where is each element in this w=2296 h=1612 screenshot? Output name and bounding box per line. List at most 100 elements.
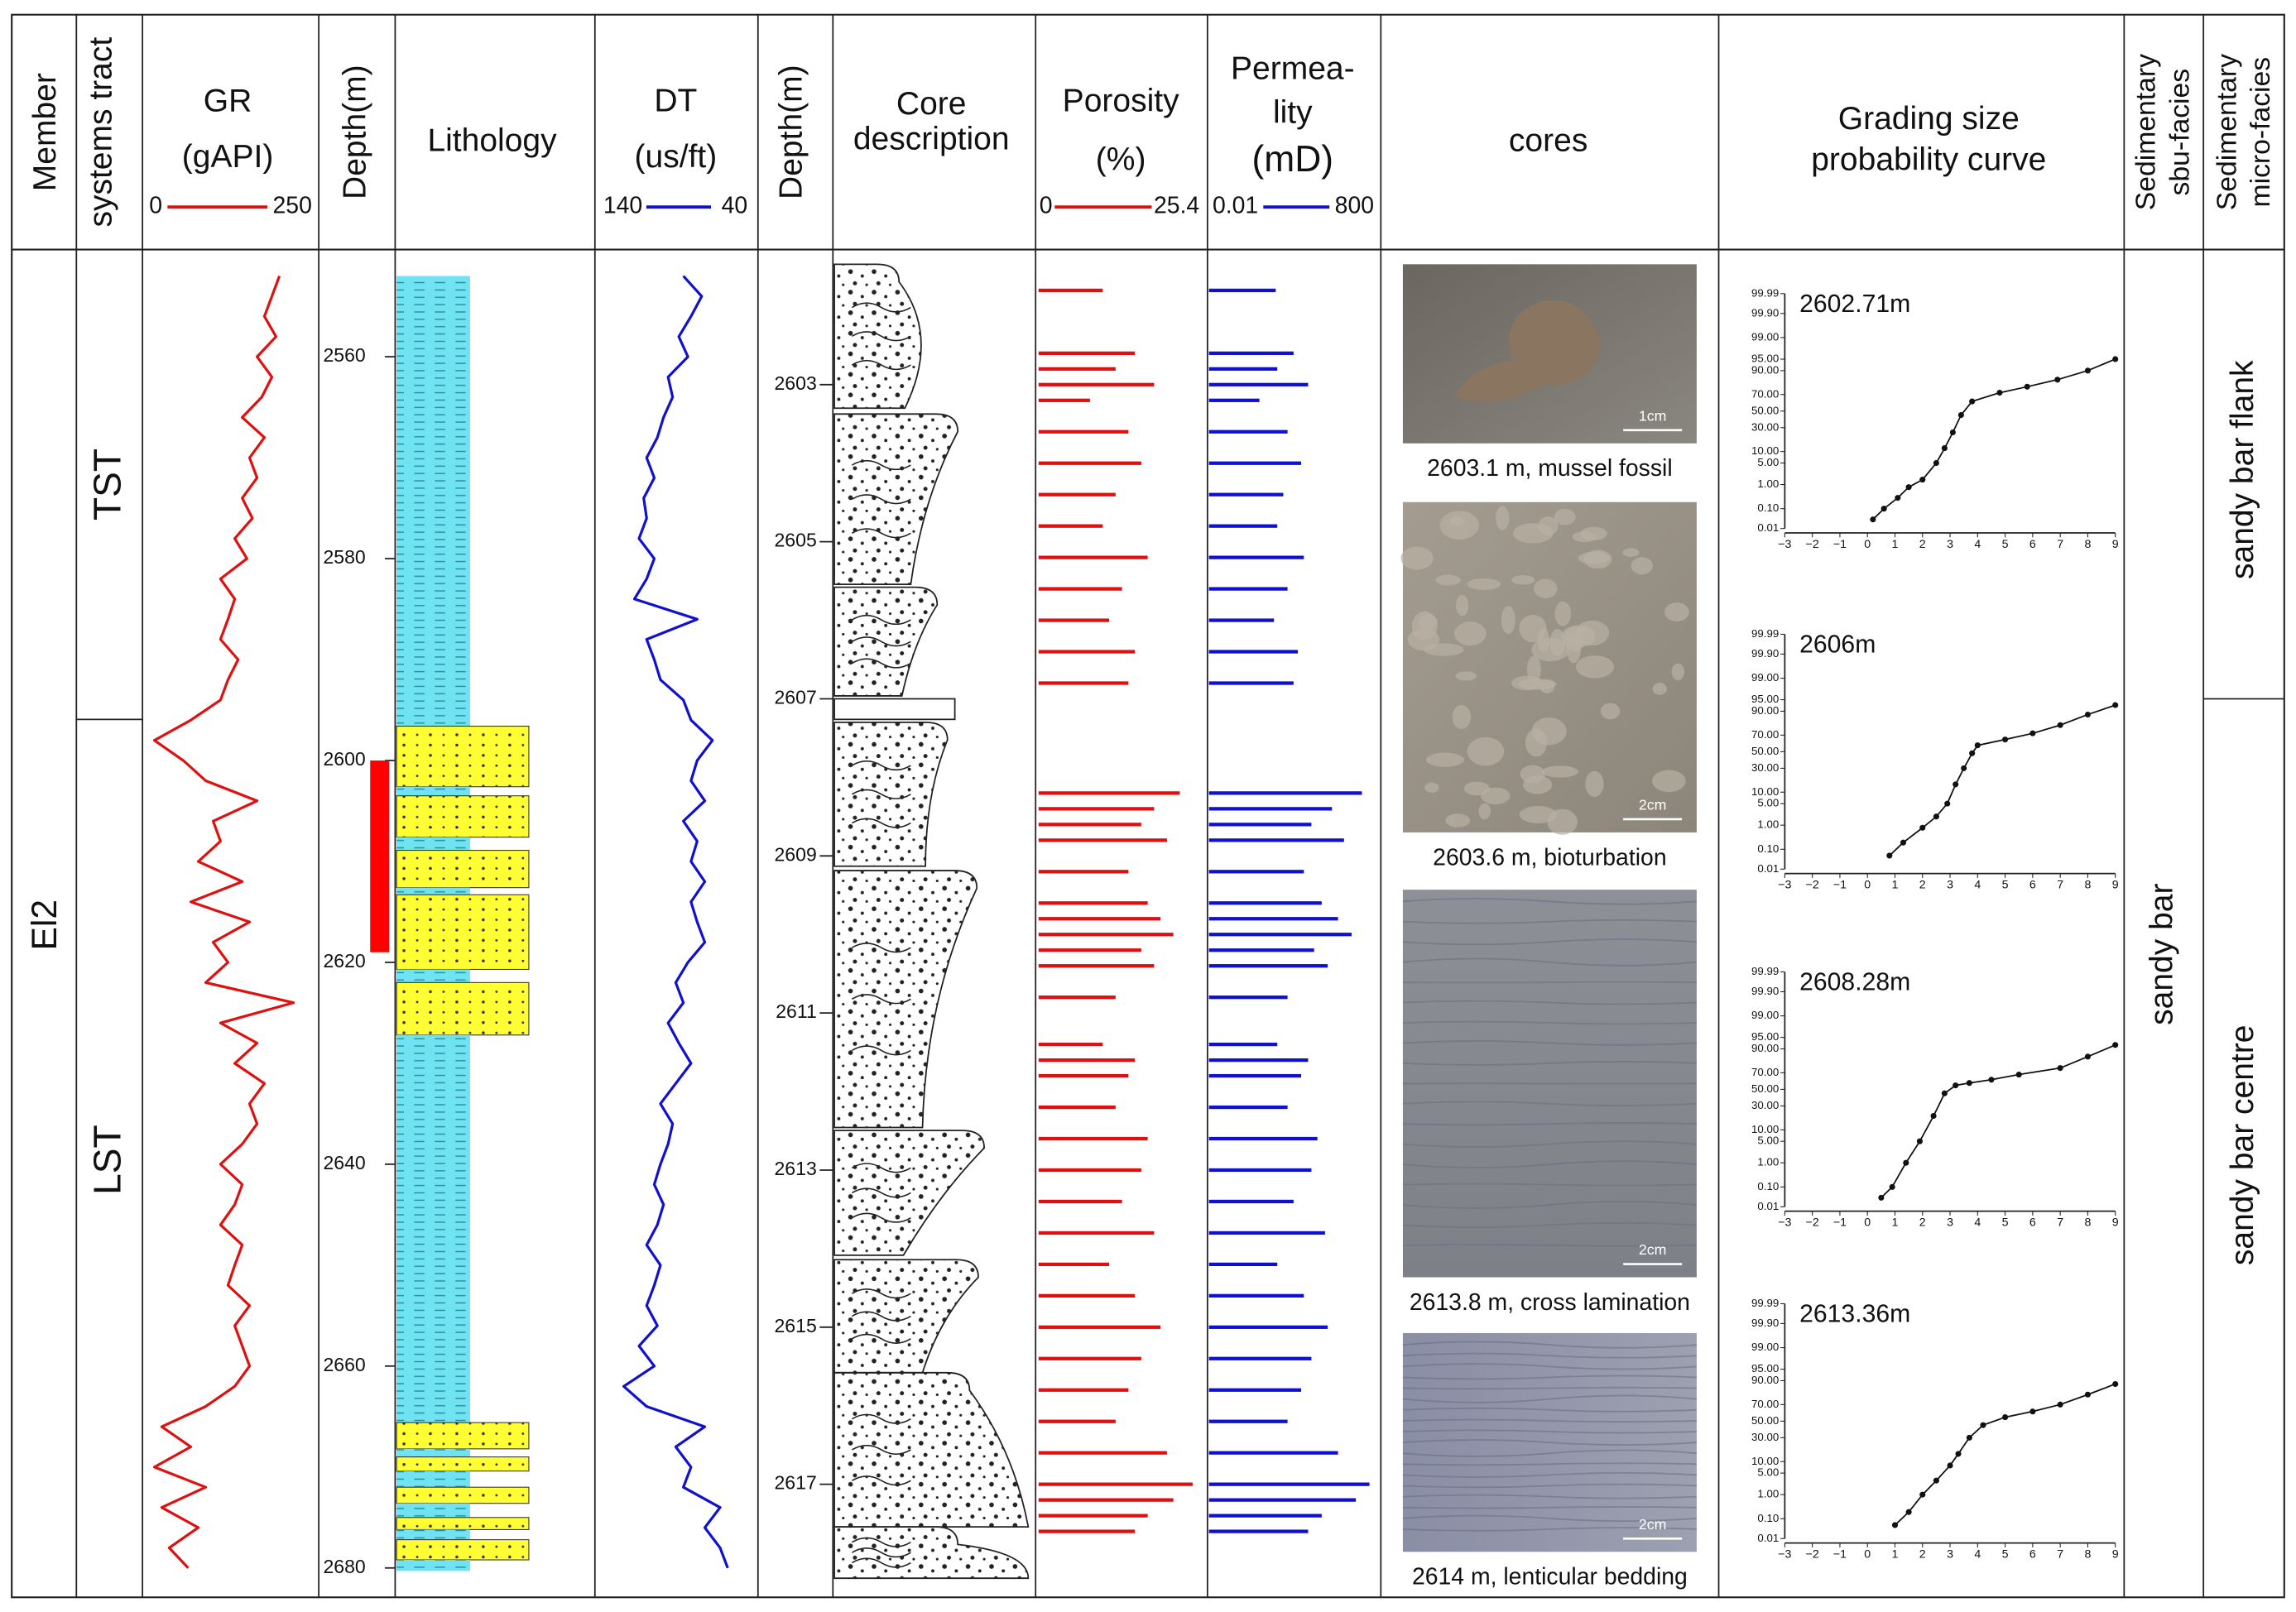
photo-caption: 2603.6 m, bioturbation bbox=[1433, 844, 1666, 871]
mottle bbox=[1572, 530, 1597, 543]
mottle bbox=[1411, 611, 1438, 641]
y-tick-label: 1.00 bbox=[1757, 818, 1779, 831]
x-tick-label: 8 bbox=[2084, 538, 2091, 551]
permeability-bar bbox=[1208, 429, 1288, 434]
probability-point bbox=[1947, 1462, 1953, 1469]
mottle bbox=[1600, 703, 1621, 720]
porosity-bar bbox=[1038, 791, 1180, 795]
porosity-bar bbox=[1038, 996, 1116, 1000]
lamina bbox=[1402, 1483, 1697, 1489]
core-ripple bbox=[851, 614, 911, 626]
lithology-texture bbox=[396, 1034, 470, 1423]
core-unit bbox=[833, 1259, 979, 1374]
y-tick-label: 90.00 bbox=[1751, 363, 1779, 376]
probability-point bbox=[2084, 1391, 2091, 1398]
porosity-bar bbox=[1038, 288, 1103, 293]
probability-point bbox=[2029, 730, 2036, 736]
gr-curve bbox=[152, 275, 295, 1569]
core-ripple bbox=[851, 1163, 911, 1173]
mottle bbox=[1652, 683, 1667, 695]
mottle bbox=[1671, 663, 1685, 681]
dt-curve bbox=[622, 275, 729, 1569]
y-tick-label: 50.00 bbox=[1751, 745, 1779, 757]
scale-bar-label: 2cm bbox=[1639, 797, 1667, 813]
core-ripple bbox=[851, 636, 911, 647]
permeability-bar bbox=[1208, 791, 1362, 795]
lamina bbox=[1402, 1449, 1697, 1457]
porosity-bar bbox=[1038, 1073, 1129, 1078]
y-tick-label: 5.00 bbox=[1757, 1466, 1779, 1479]
core-unit bbox=[833, 1526, 1030, 1580]
core-photo bbox=[1402, 501, 1697, 832]
probability-point bbox=[1969, 398, 1976, 405]
core-depth-tick-label: 2605 bbox=[774, 530, 816, 551]
core-ripple bbox=[851, 1311, 911, 1322]
permeability-title: lity bbox=[1273, 95, 1313, 131]
y-tick-label: 30.00 bbox=[1751, 1099, 1779, 1111]
x-tick-label: 0 bbox=[1864, 538, 1871, 551]
core-ripple bbox=[851, 818, 911, 828]
frame bbox=[11, 13, 2285, 1599]
probability-point bbox=[1996, 389, 2003, 396]
probability-point bbox=[2084, 367, 2091, 374]
y-tick-label: 90.00 bbox=[1751, 704, 1779, 717]
mottle bbox=[1450, 516, 1465, 526]
permeability-bar bbox=[1208, 948, 1314, 952]
y-tick-label: 30.00 bbox=[1751, 1431, 1779, 1443]
permeability-bar bbox=[1208, 870, 1304, 874]
mottle bbox=[1425, 752, 1464, 767]
cored-interval bbox=[370, 760, 390, 952]
y-tick-label: 0.01 bbox=[1757, 862, 1779, 875]
mottle bbox=[1456, 594, 1469, 616]
x-tick-label: 3 bbox=[1947, 1216, 1953, 1230]
plot-title: 2608.28m bbox=[1799, 969, 1910, 996]
probability-curve bbox=[1872, 358, 2116, 521]
scale-min: 0 bbox=[1040, 193, 1053, 219]
porosity-bar bbox=[1038, 1042, 1103, 1047]
core-ripple bbox=[851, 459, 911, 471]
permeability-bar bbox=[1208, 492, 1284, 497]
sub-facies-label: sandy bar bbox=[2145, 884, 2180, 1025]
x-tick-label: −2 bbox=[1806, 1216, 1819, 1230]
probability-point bbox=[2057, 722, 2063, 728]
permeability-bar bbox=[1208, 1262, 1278, 1267]
lamina bbox=[1402, 1122, 1697, 1126]
porosity-bar bbox=[1038, 901, 1148, 905]
scale-bar-label: 1cm bbox=[1639, 408, 1667, 425]
permeability-bar bbox=[1208, 823, 1312, 827]
mottle bbox=[1435, 574, 1461, 586]
permeability-bar bbox=[1208, 1199, 1294, 1204]
permeability-bar bbox=[1208, 382, 1309, 386]
systems-tract-label: LST bbox=[85, 1125, 128, 1195]
lamina bbox=[1402, 1407, 1697, 1413]
grading-header: Grading size bbox=[1838, 101, 2020, 137]
core-unit bbox=[833, 870, 978, 1129]
permeability-bar bbox=[1208, 996, 1288, 1000]
porosity-bar bbox=[1038, 367, 1116, 371]
permeability-bar bbox=[1208, 933, 1352, 937]
probability-point bbox=[1944, 800, 1951, 807]
mottle bbox=[1455, 671, 1477, 681]
lamina bbox=[1402, 1514, 1697, 1522]
probability-point bbox=[1930, 1112, 1937, 1120]
probability-point bbox=[1905, 484, 1912, 491]
mottle bbox=[1547, 808, 1578, 835]
permeability-bar bbox=[1208, 351, 1294, 355]
y-tick-label: 1.00 bbox=[1757, 477, 1779, 490]
core-ripple bbox=[851, 1045, 911, 1056]
permeability-bar bbox=[1208, 587, 1288, 591]
permeability-bar bbox=[1208, 964, 1328, 968]
x-tick-label: 8 bbox=[2084, 1548, 2091, 1562]
probability-point bbox=[2112, 1042, 2119, 1048]
lithology-texture bbox=[396, 969, 470, 983]
mottle bbox=[1664, 602, 1689, 622]
y-tick-label: 99.99 bbox=[1751, 286, 1779, 299]
core-description-header: description bbox=[853, 122, 1010, 157]
scale-max: 800 bbox=[1335, 193, 1374, 219]
mottle bbox=[1452, 704, 1472, 729]
permeability-bar bbox=[1208, 1168, 1312, 1173]
porosity-bar bbox=[1038, 681, 1129, 685]
probability-point bbox=[2015, 1072, 2022, 1078]
porosity-bar bbox=[1038, 1498, 1174, 1502]
